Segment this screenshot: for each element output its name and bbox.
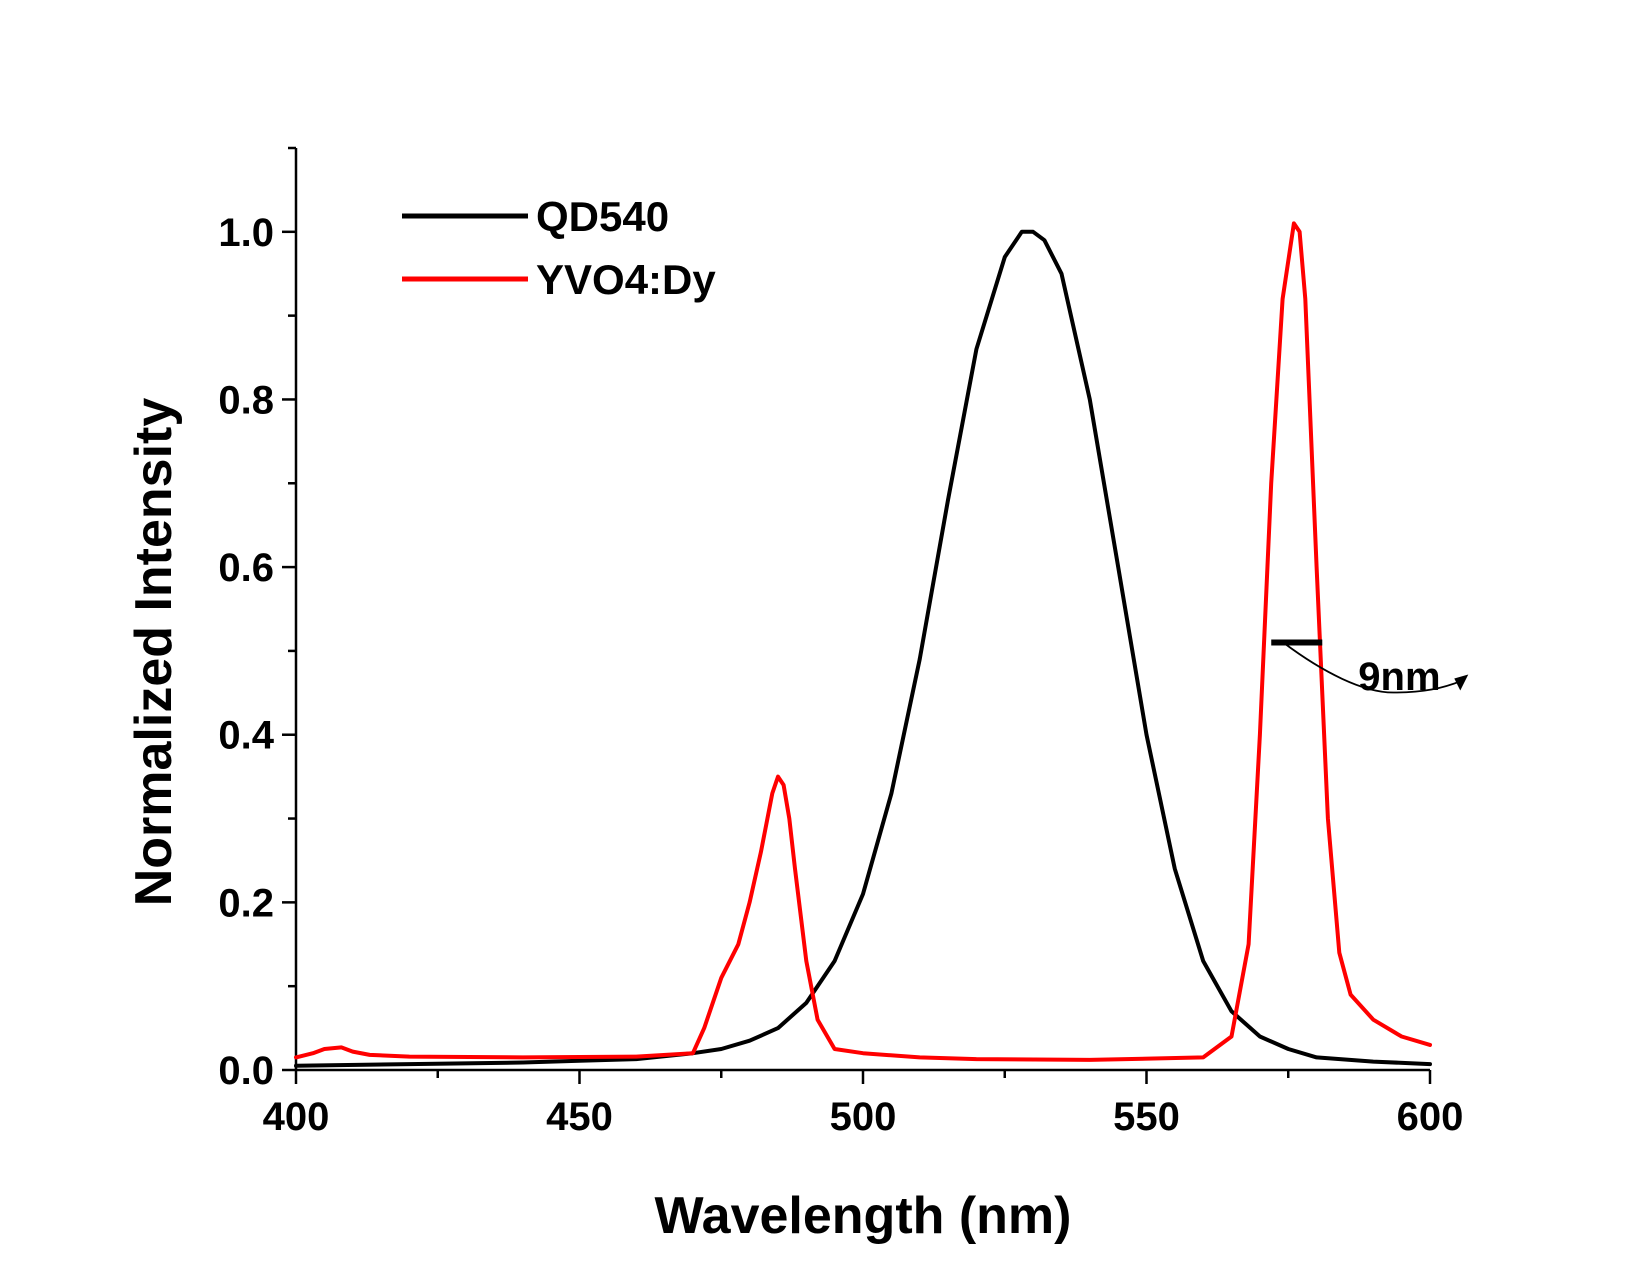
y-tick-labels: 0.0 0.2 0.4 0.6 0.8 1.0 xyxy=(218,211,274,1093)
x-tick-label: 400 xyxy=(263,1095,330,1139)
series-layer xyxy=(294,221,1432,1068)
fwhm-label: 9nm xyxy=(1358,655,1440,699)
series-line-yvo4dy xyxy=(294,221,1432,1062)
legend: QD540 YVO4:Dy xyxy=(402,193,716,303)
y-tick-label: 0.6 xyxy=(218,546,274,590)
x-axis-title: Wavelength (nm) xyxy=(655,1187,1072,1245)
legend-label-qd540: QD540 xyxy=(536,193,669,240)
y-tick-label: 0.8 xyxy=(218,378,274,422)
series-line-qd540 xyxy=(294,229,1432,1068)
x-tick-label: 550 xyxy=(1113,1095,1180,1139)
y-tick-label: 1.0 xyxy=(218,211,274,255)
x-tick-label: 600 xyxy=(1397,1095,1464,1139)
y-tick-label: 0.4 xyxy=(218,714,274,758)
fwhm-annotation: 9nm xyxy=(1271,639,1469,699)
fwhm-arrowhead xyxy=(1454,674,1469,691)
x-tick-labels: 400 450 500 550 600 xyxy=(263,1095,1464,1139)
fwhm-arrow xyxy=(1282,641,1463,694)
y-tick-label: 0.0 xyxy=(218,1049,274,1093)
y-ticks xyxy=(282,146,296,1072)
y-axis-title: Normalized Intensity xyxy=(125,398,183,907)
x-tick-label: 500 xyxy=(830,1095,897,1139)
y-tick-label: 0.2 xyxy=(218,881,274,925)
x-tick-label: 450 xyxy=(546,1095,613,1139)
legend-label-yvo4dy: YVO4:Dy xyxy=(536,256,716,303)
x-ticks xyxy=(294,1070,1432,1084)
